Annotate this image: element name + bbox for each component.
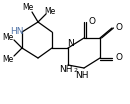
Text: Me: Me xyxy=(44,6,56,15)
Text: N: N xyxy=(67,38,73,48)
Text: HN: HN xyxy=(10,27,24,35)
Text: Me: Me xyxy=(2,54,14,64)
Text: Me: Me xyxy=(22,4,34,12)
Text: NH: NH xyxy=(59,66,73,74)
Text: O: O xyxy=(115,53,122,63)
Text: Me: Me xyxy=(2,32,14,41)
Text: 2: 2 xyxy=(74,69,78,74)
Text: NH: NH xyxy=(75,71,89,79)
Text: O: O xyxy=(89,17,96,27)
Text: O: O xyxy=(115,24,122,32)
